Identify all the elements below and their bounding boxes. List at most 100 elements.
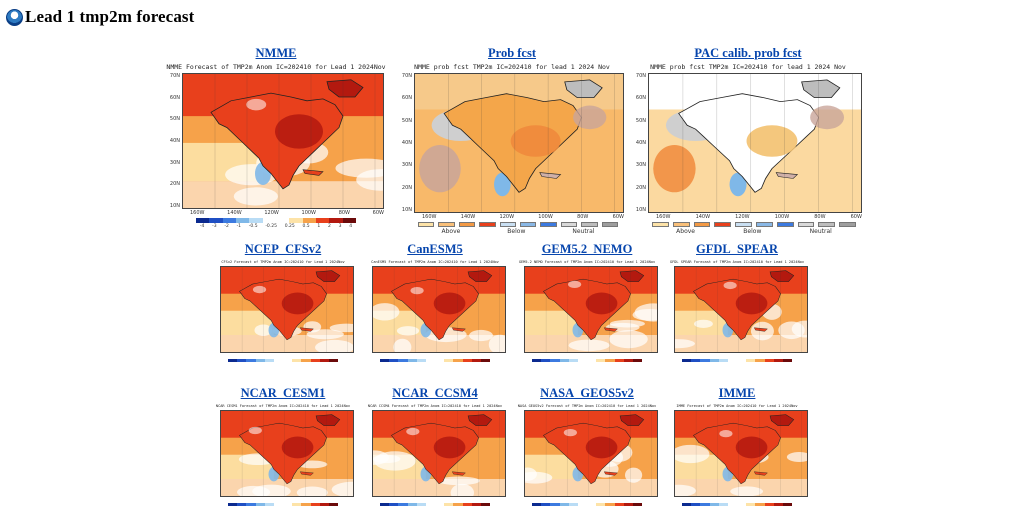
longitude-labels: 160W 140W 120W 100W 80W 60W (190, 210, 384, 216)
longitude-label: 140W (460, 214, 476, 220)
latitude-label: 30N (635, 162, 646, 169)
panel-canesm5: CanESM5 CanESM5 Forecast of TMP2m Anom I… (362, 242, 508, 372)
map-image (182, 73, 384, 209)
imme-link[interactable]: IMME (718, 386, 756, 400)
map-image (674, 410, 808, 497)
page-title: Lead 1 tmp2m forecast (25, 7, 195, 26)
longitude-label: 120W (264, 210, 279, 216)
longitude-label: 100W (774, 214, 790, 220)
legend-label: Below (743, 228, 762, 235)
nmme-map[interactable]: NMME Forecast of TMP2m Anom IC=202410 fo… (166, 62, 386, 234)
latitude-label: 60N (169, 94, 180, 101)
ncar-ccsm4-link[interactable]: NCAR_CCSM4 (392, 386, 478, 400)
anomaly-colorbar (682, 359, 793, 362)
probability-legend (652, 222, 856, 227)
map-image (414, 73, 624, 213)
longitude-label: 100W (301, 210, 317, 216)
longitude-label: 80W (577, 214, 589, 220)
panel-gfdl-spear: GFDL_SPEAR GFDL SPEAR Forecast of TMP2m … (664, 242, 810, 372)
map-image (524, 410, 658, 497)
legend-label: -4 (199, 224, 205, 229)
map-image (372, 410, 506, 497)
page-header: Lead 1 tmp2m forecast (6, 7, 194, 27)
legend-label: 2 (327, 224, 331, 229)
panel-pac-calib: PAC calib. prob fcst NMME prob fcst TMP2… (632, 46, 864, 242)
legend-labels: Above Below Neutral (652, 228, 856, 235)
gfdl-spear-link[interactable]: GFDL_SPEAR (696, 242, 778, 256)
latitude-label: 30N (169, 159, 180, 166)
gem52-nemo-map[interactable]: GEM5.2 NEMO Forecast of TMP2m Anom IC=20… (514, 259, 660, 371)
panel-prob-fcst: Prob fcst NMME prob fcst TMP2m IC=202410… (398, 46, 626, 242)
ncar-cesm1-link[interactable]: NCAR_CESM1 (240, 386, 326, 400)
ncar-cesm1-map[interactable]: NCAR CESM1 Forecast of TMP2m Anom IC=202… (210, 403, 356, 515)
legend-label: 1 (317, 224, 321, 229)
anomaly-colorbar (532, 503, 643, 506)
legend-labels: Above Below Neutral (418, 228, 618, 235)
nmme-link[interactable]: NMME (255, 46, 297, 60)
panel-nasa-geos5v2: NASA_GEOS5v2 NASA GEOS5v2 Forecast of TM… (514, 386, 660, 518)
longitude-label: 160W (656, 214, 671, 220)
probability-legend (418, 222, 619, 227)
longitude-label: 140W (227, 210, 242, 216)
map-caption: IMME Forecast of TMP2m Anom IC=202410 fo… (676, 404, 798, 408)
anomaly-colorbar (682, 503, 793, 506)
map-caption: NASA GEOS5v2 Forecast of TMP2m Anom IC=2… (517, 404, 657, 408)
map-image (648, 73, 862, 213)
pac-calib-link[interactable]: PAC calib. prob fcst (694, 46, 802, 60)
gem52-nemo-link[interactable]: GEM5.2_NEMO (541, 242, 633, 256)
legend-label: -0.25 (265, 224, 277, 229)
legend-label: 4 (349, 224, 353, 229)
map-image (220, 410, 354, 497)
latitude-label: 20N (401, 184, 412, 191)
nasa-geos5v2-map[interactable]: NASA GEOS5v2 Forecast of TMP2m Anom IC=2… (514, 403, 660, 515)
gfdl-spear-map[interactable]: GFDL SPEAR Forecast of TMP2m Anom IC=202… (664, 259, 810, 371)
noaa-logo-icon (6, 8, 23, 26)
latitude-label: 40N (635, 140, 646, 146)
ncep-cfsv2-link[interactable]: NCEP_CFSv2 (244, 242, 322, 256)
panel-ncar-cesm1: NCAR_CESM1 NCAR CESM1 Forecast of TMP2m … (210, 386, 356, 518)
latitude-label: 70N (635, 73, 646, 79)
anomaly-colorbar (380, 359, 491, 362)
legend-label: -0.5 (248, 224, 258, 229)
legend-label: 0.25 (284, 224, 295, 229)
longitude-label: 60W (372, 210, 384, 216)
legend-label: 0.5 (302, 224, 310, 229)
legend-label: Above (676, 228, 695, 235)
latitude-labels: 70N 60N 50N 40N 30N 20N 10N (166, 73, 180, 209)
legend-label: 3 (338, 224, 342, 229)
map-caption: NMME Forecast of TMP2m Anom IC=202410 fo… (166, 63, 386, 71)
imme-map[interactable]: IMME Forecast of TMP2m Anom IC=202410 fo… (664, 403, 810, 515)
latitude-label: 10N (635, 207, 646, 213)
latitude-labels: 70N 60N 50N 40N 30N 20N 10N (398, 73, 412, 213)
anomaly-colorbar (196, 218, 356, 223)
map-image (372, 266, 506, 353)
latitude-label: 50N (169, 116, 180, 123)
ncar-ccsm4-map[interactable]: NCAR CCSM4 Forecast of TMP2m Anom IC=202… (362, 403, 508, 515)
nasa-geos5v2-link[interactable]: NASA_GEOS5v2 (540, 386, 634, 400)
latitude-label: 10N (169, 203, 180, 209)
longitude-label: 140W (695, 214, 711, 220)
latitude-label: 50N (635, 117, 646, 124)
latitude-label: 10N (401, 207, 412, 213)
prob-fcst-map[interactable]: NMME prob fcst TMP2m IC=202410 for lead … (398, 62, 626, 242)
longitude-label: 100W (538, 214, 553, 220)
anomaly-colorbar (228, 503, 339, 506)
map-image (524, 266, 658, 353)
canesm5-link[interactable]: CanESM5 (407, 242, 463, 256)
panel-ncep-cfsv2: NCEP_CFSv2 CFSv2 Forecast of TMP2m Anom … (210, 242, 356, 372)
panel-nmme: NMME NMME Forecast of TMP2m Anom IC=2024… (166, 46, 386, 236)
canesm5-map[interactable]: CanESM5 Forecast of TMP2m Anom IC=202410… (362, 259, 508, 371)
pac-calib-map[interactable]: NMME prob fcst TMP2m IC=202410 for lead … (632, 62, 864, 242)
anomaly-colorbar (380, 503, 491, 506)
latitude-labels: 70N 60N 50N 40N 30N 20N 10N (632, 73, 646, 213)
latitude-label: 70N (169, 73, 180, 79)
prob-fcst-link[interactable]: Prob fcst (487, 46, 537, 60)
map-image (220, 266, 354, 353)
anomaly-colorbar (228, 359, 339, 362)
latitude-label: 70N (401, 73, 412, 79)
legend-label: Below (507, 228, 526, 235)
legend-label: -2 (224, 224, 229, 229)
ncep-cfsv2-map[interactable]: CFSv2 Forecast of TMP2m Anom IC=202410 f… (210, 259, 356, 371)
longitude-label: 120W (735, 214, 750, 220)
longitude-labels: 160W 140W 120W 100W 80W 60W (422, 214, 624, 220)
